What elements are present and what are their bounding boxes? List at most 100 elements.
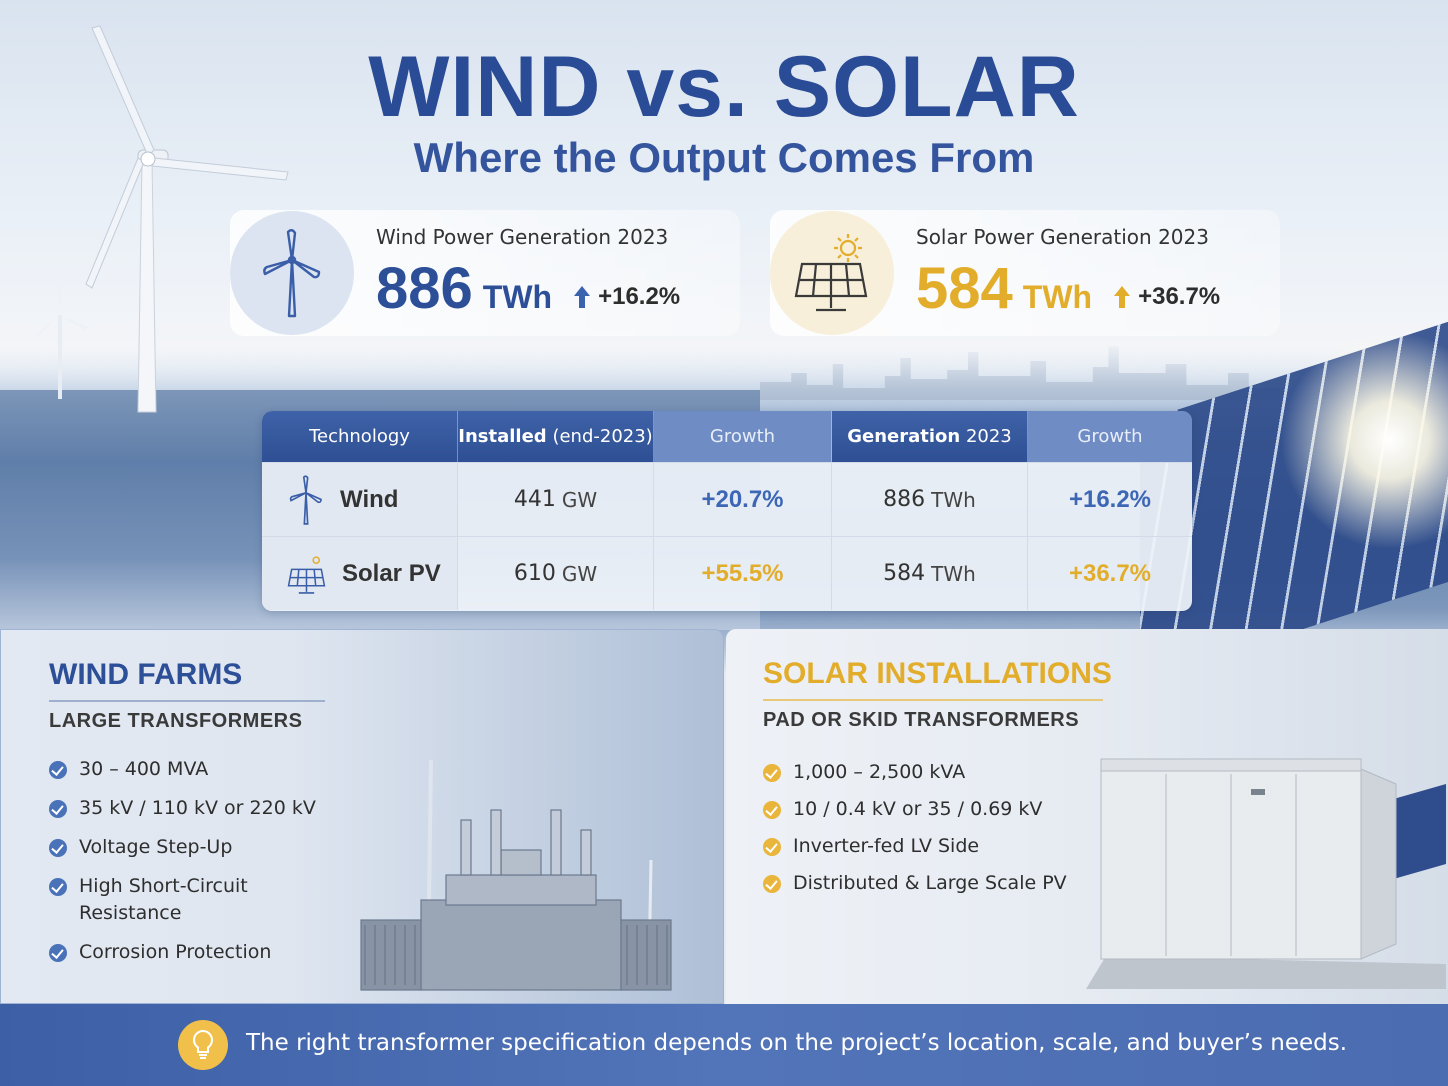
solar-stat-unit: TWh	[1022, 278, 1093, 315]
row-wind-generation-growth: +16.2%	[1068, 485, 1152, 513]
row-wind-generation: 886 TWh	[832, 463, 1028, 536]
check-icon	[49, 761, 67, 779]
wind-spec-text: 35 kV / 110 kV or 220 kV	[79, 797, 316, 819]
header-installed: Installed (end-2023)	[458, 411, 654, 462]
sun-glow	[1280, 330, 1448, 550]
row-wind-label: Wind	[340, 485, 399, 513]
page-subtitle: Where the Output Comes From	[413, 134, 1035, 181]
wind-turbine-icon	[263, 229, 321, 318]
small-turbine-illustration	[36, 277, 88, 399]
header-generation-bold: Generation	[847, 426, 961, 447]
wind-spec-text: Voltage Step-Up	[79, 836, 233, 858]
check-icon	[763, 838, 781, 856]
wind-turbine-illustration	[85, 25, 289, 413]
solar-generation-unit: TWh	[931, 561, 976, 586]
footer-banner: The right transformer specification depe…	[0, 1004, 1448, 1086]
list-item: Voltage Step-Up	[49, 834, 316, 861]
wind-panel-divider	[49, 700, 325, 702]
row-solar-tech: Solar PV	[262, 537, 458, 610]
list-item: High Short-Circuit Resistance	[49, 873, 316, 927]
wind-turbine-icon	[289, 474, 322, 525]
list-item: Inverter-fed LV Side	[763, 833, 1067, 860]
wind-installed-value: 441	[513, 487, 556, 512]
check-icon	[49, 800, 67, 818]
row-wind-installed: 441 GW	[458, 463, 654, 536]
check-icon	[763, 801, 781, 819]
wind-stat-unit: TWh	[482, 278, 553, 315]
wind-spec-list: 30 – 400 MVA 35 kV / 110 kV or 220 kV Vo…	[49, 756, 316, 978]
wind-stat-change: +16.2%	[574, 283, 680, 311]
wind-generation-unit: TWh	[931, 487, 976, 512]
wind-badge	[230, 211, 354, 335]
header-growth-installed: Growth	[654, 411, 832, 462]
header-installed-rest: (end-2023)	[552, 426, 653, 447]
solar-stat-change: +36.7%	[1114, 283, 1220, 311]
table-row: Wind 441 GW +20.7% 886 TWh +16.2%	[262, 462, 1192, 536]
header-growth-generation: Growth	[1028, 411, 1192, 462]
solar-panel-icon	[287, 555, 326, 594]
header-technology: Technology	[262, 411, 458, 462]
wind-panel-subheading: LARGE TRANSFORMERS	[49, 710, 303, 732]
list-item: 1,000 – 2,500 kVA	[763, 759, 1067, 786]
list-item: 35 kV / 110 kV or 220 kV	[49, 795, 316, 822]
table-header: Technology Installed (end-2023) Growth G…	[262, 411, 1192, 462]
list-item: 10 / 0.4 kV or 35 / 0.69 kV	[763, 796, 1067, 823]
large-transformer-illustration	[360, 759, 672, 991]
pad-transformer-illustration	[1086, 758, 1446, 989]
solar-spec-text: Inverter-fed LV Side	[793, 835, 980, 857]
solar-spec-text: 1,000 – 2,500 kVA	[793, 761, 966, 783]
up-arrow-icon	[574, 285, 591, 308]
solar-generation-value: 584	[883, 561, 926, 586]
list-item: Corrosion Protection	[49, 939, 316, 966]
solar-panel-divider	[763, 699, 1103, 701]
table-row: Solar PV 610 GW +55.5% 584 TWh +36.7%	[262, 536, 1192, 610]
solar-stat-card: Solar Power Generation 2023 584 TWh +36.…	[770, 210, 1280, 336]
solar-panel-icon	[794, 234, 868, 312]
up-arrow-icon	[1114, 285, 1131, 308]
wind-spec-text: Corrosion Protection	[79, 941, 272, 963]
wind-stat-value: 886	[376, 255, 473, 321]
wind-spec-text: 30 – 400 MVA	[79, 758, 209, 780]
check-icon	[49, 839, 67, 857]
solar-panel-heading: SOLAR INSTALLATIONS	[763, 657, 1112, 690]
solar-panel-subheading: PAD OR SKID TRANSFORMERS	[763, 709, 1080, 731]
header-generation-rest: 2023	[965, 426, 1012, 447]
wind-stat-change-text: +16.2%	[598, 282, 681, 310]
row-solar-generation: 584 TWh	[832, 537, 1028, 610]
lightbulb-icon	[178, 1020, 228, 1070]
wind-stat-label: Wind Power Generation 2023	[376, 224, 669, 249]
solar-spec-text: Distributed & Large Scale PV	[793, 872, 1067, 894]
solar-badge	[770, 211, 894, 335]
check-icon	[763, 875, 781, 893]
wind-stat-card: Wind Power Generation 2023 886 TWh +16.2…	[230, 210, 740, 336]
row-solar-installed-growth: +55.5%	[654, 537, 832, 610]
check-icon	[763, 764, 781, 782]
row-wind-installed-growth: +20.7%	[654, 463, 832, 536]
solar-installed-value: 610	[513, 561, 556, 586]
solar-stat-value: 584	[916, 255, 1013, 321]
wind-farms-panel: WIND FARMS LARGE TRANSFORMERS 30 – 400 M…	[0, 629, 724, 1004]
check-icon	[49, 944, 67, 962]
list-item: Distributed & Large Scale PV	[763, 870, 1067, 897]
footer-text: The right transformer specification depe…	[246, 1030, 1348, 1056]
wind-generation-value: 886	[883, 487, 926, 512]
solar-installations-panel: SOLAR INSTALLATIONS PAD OR SKID TRANSFOR…	[726, 629, 1448, 1004]
row-wind-tech: Wind	[262, 463, 458, 536]
row-solar-label: Solar PV	[342, 559, 441, 587]
header-generation: Generation 2023	[832, 411, 1028, 462]
solar-installed-unit: GW	[561, 561, 598, 586]
list-item: 30 – 400 MVA	[49, 756, 316, 783]
row-solar-installed: 610 GW	[458, 537, 654, 610]
header-installed-bold: Installed	[458, 426, 547, 447]
wind-spec-text: High Short-Circuit Resistance	[79, 875, 248, 924]
solar-spec-list: 1,000 – 2,500 kVA 10 / 0.4 kV or 35 / 0.…	[763, 759, 1067, 907]
solar-stat-label: Solar Power Generation 2023	[916, 224, 1209, 249]
check-icon	[49, 878, 67, 896]
row-solar-generation-growth: +36.7%	[1068, 559, 1152, 587]
page-title: WIND vs. SOLAR	[368, 39, 1080, 135]
wind-panel-heading: WIND FARMS	[49, 658, 243, 691]
comparison-table: Technology Installed (end-2023) Growth G…	[262, 411, 1192, 611]
solar-stat-change-text: +36.7%	[1138, 282, 1221, 310]
solar-spec-text: 10 / 0.4 kV or 35 / 0.69 kV	[793, 798, 1043, 820]
wind-installed-unit: GW	[561, 487, 598, 512]
